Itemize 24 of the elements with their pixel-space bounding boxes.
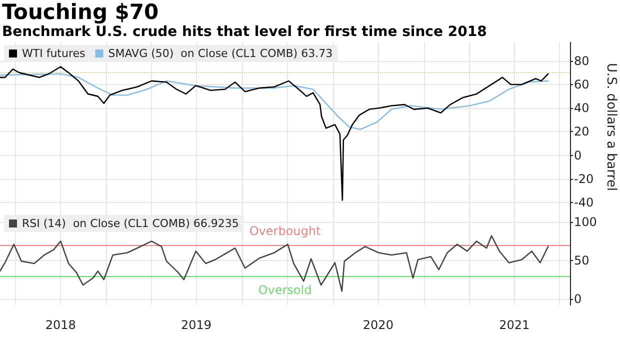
y-tick-label: 0	[574, 292, 582, 306]
line-series	[0, 73, 549, 130]
legend-label: RSI (14) on Close (CL1 COMB) 66.9235	[22, 217, 239, 230]
line-series	[0, 66, 549, 201]
x-tick-label: 2021	[499, 318, 530, 332]
y-tick-label: -40	[574, 196, 594, 210]
x-tick-label: 2020	[362, 318, 394, 332]
y-tick-label: 100	[574, 214, 597, 229]
y-tick-label: 20	[574, 124, 590, 139]
chart-title: Touching $70	[2, 0, 160, 24]
x-tick-label: 2019	[181, 318, 212, 332]
y-axis-title: U.S. dollars a barrel	[604, 63, 618, 191]
x-tick-label: 2018	[45, 318, 76, 332]
ref-line-label: Oversold	[258, 282, 312, 297]
y-tick-label: 0	[574, 148, 582, 162]
chart-subtitle: Benchmark U.S. crude hits that level for first time since 2018	[2, 24, 488, 41]
ref-line-label: Overbought	[249, 224, 321, 238]
legend-label: SMAVG (50) on Close (CL1 COMB) 63.73	[108, 47, 333, 60]
y-tick-label: 80	[574, 54, 590, 68]
legend-label: WTI futures	[22, 47, 86, 60]
y-tick-label: 40	[574, 101, 590, 116]
y-tick-label: -20	[574, 172, 594, 186]
y-tick-label: 50	[574, 253, 590, 268]
y-tick-label: 60	[574, 78, 590, 92]
